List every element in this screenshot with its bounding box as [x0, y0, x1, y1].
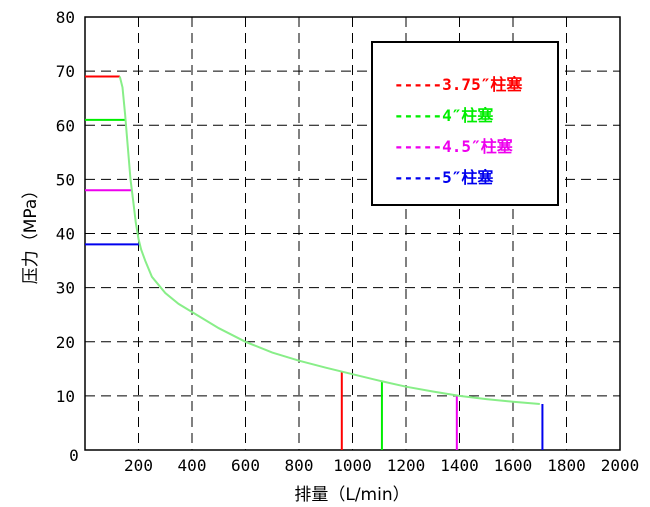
legend-entry-3: -----5″柱塞 — [394, 168, 494, 187]
x-tick-label-3: 800 — [285, 456, 314, 475]
y-tick-label-8: 80 — [56, 8, 75, 27]
legend: -----3.75″柱塞 -----4″柱塞 -----4.5″柱塞 -----5″柱… — [371, 41, 559, 206]
x-tick-label-4: 1000 — [333, 456, 372, 475]
y-tick-label-5: 50 — [56, 170, 75, 189]
y-tick-label-1: 10 — [56, 387, 75, 406]
x-axis-label: 排量（L/min） — [294, 485, 409, 505]
x-tick-label-7: 1600 — [494, 456, 533, 475]
legend-entry-1: -----4″柱塞 — [394, 106, 494, 125]
plot-frame — [84, 16, 621, 451]
pressure-limit-lines — [85, 75, 140, 246]
x-tick-label-5: 1200 — [387, 456, 426, 475]
legend-entry-2: -----4.5″柱塞 — [394, 137, 514, 156]
y-axis-label: 压力（MPa） — [21, 182, 41, 285]
legend-entry-0: -----3.75″柱塞 — [394, 75, 523, 94]
y-tick-label-6: 60 — [56, 116, 75, 135]
x-axis-ticks: 200 400 600 800 1000 1200 1400 1600 1800 2000 — [124, 456, 639, 475]
max-displacement-lines — [340, 371, 544, 450]
y-tick-label-3: 30 — [56, 279, 75, 298]
x-tick-label-2: 600 — [231, 456, 260, 475]
y-tick-label-2: 20 — [56, 333, 75, 352]
y-axis-ticks: 10 20 30 40 50 60 70 80 — [56, 8, 75, 406]
x-tick-label-0: 200 — [124, 456, 153, 475]
legend-box — [371, 41, 559, 206]
y-tick-label-7: 70 — [56, 62, 75, 81]
pressure-displacement-curve — [118, 76, 540, 405]
x-tick-label-8: 1800 — [547, 456, 586, 475]
x-tick-label-6: 1400 — [440, 456, 479, 475]
y-tick-label-4: 40 — [56, 225, 75, 244]
x-tick-label-9: 2000 — [601, 456, 640, 475]
x-tick-label-1: 400 — [178, 456, 207, 475]
origin-tick-label: 0 — [69, 446, 79, 465]
